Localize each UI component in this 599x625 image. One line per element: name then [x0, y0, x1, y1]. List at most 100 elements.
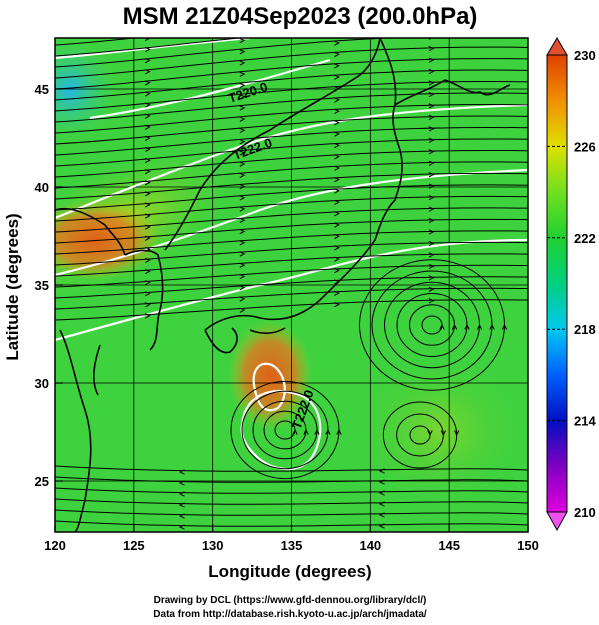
colorbar-tick-label: 218 [574, 322, 596, 337]
streamline-arrow [428, 240, 435, 247]
streamline-arrow [428, 57, 435, 63]
streamline-arrow [501, 323, 508, 330]
streamline-arrow [336, 428, 342, 435]
y-axis-ticks: 25 30 35 40 45 [35, 82, 63, 489]
mainland-coast-north [164, 38, 381, 251]
streamline-arrow [428, 194, 435, 201]
streamline-arrow [439, 323, 445, 330]
streamline-arrow [476, 323, 483, 330]
streamline-arrow [378, 501, 385, 507]
streamline-arrow [292, 428, 298, 435]
streamline-arrow [428, 252, 435, 258]
streamline-arrow [334, 267, 340, 274]
streamline [55, 172, 528, 200]
streamline-arrow [178, 513, 185, 519]
streamline-arrow [239, 273, 246, 280]
streamline [55, 241, 528, 266]
streamline-arrow [239, 195, 246, 201]
streamline-arrow [489, 323, 495, 330]
streamline [55, 58, 528, 90]
streamline-arrow [144, 146, 151, 153]
streamline [55, 264, 528, 288]
streamline [55, 230, 528, 255]
streamline-arrow [464, 323, 470, 330]
streamline-arrow [428, 114, 435, 121]
streamline-arrow [144, 180, 151, 186]
streamline-arrow [334, 245, 340, 251]
streamline-arrow [451, 323, 458, 330]
streamline-arrow [303, 428, 309, 435]
streamline-arrow [428, 229, 435, 235]
streamline [55, 38, 244, 57]
warm-core-west [55, 200, 160, 280]
streamline-arrow [144, 124, 151, 130]
streamline-arrow [428, 149, 435, 155]
contour-line [89, 58, 331, 120]
streamline-arrow [144, 102, 151, 108]
streamline-arrow [334, 74, 340, 80]
x-tick-label: 130 [202, 538, 224, 553]
streamline-arrow [428, 286, 435, 292]
streamline-arrow [378, 468, 385, 474]
streamline-arrow [334, 131, 340, 137]
streamline [55, 69, 528, 101]
streamline [55, 498, 528, 505]
y-axis-label: Latitude (degrees) [3, 213, 22, 360]
streamline [55, 161, 528, 189]
streamline-arrow [334, 188, 340, 194]
streamline-arrow [334, 108, 340, 115]
colorbar-tick-label: 226 [574, 139, 596, 154]
streamline [55, 465, 528, 472]
streamline [55, 218, 528, 244]
streamline-arrow [334, 97, 340, 103]
streamline-arrow [428, 160, 435, 166]
coastlines [55, 38, 511, 532]
streamline-arrow [239, 82, 246, 89]
streamline [55, 299, 528, 321]
streamline-arrow [378, 490, 385, 496]
colorbar-ticks: 210 214 218 222 226 230 [547, 48, 596, 520]
hokkaido-coast [394, 79, 511, 106]
streamline-arrow [144, 291, 151, 297]
streamline-arrow [428, 68, 435, 75]
streamline-arrow [378, 512, 385, 518]
streamline-arrow [144, 69, 151, 75]
x-tick-label: 135 [281, 538, 303, 553]
streamline [55, 149, 528, 178]
streamline-arrow [239, 49, 246, 55]
streamline-arrow [239, 251, 246, 257]
cool-patch-north [55, 40, 115, 140]
streamline [55, 104, 528, 134]
colorbar: 210 214 218 222 226 230 [546, 37, 596, 532]
streamline [55, 38, 139, 46]
streamline-arrow [178, 491, 185, 497]
streamline-arrow [334, 233, 340, 240]
streamline-arrow [239, 38, 246, 44]
streamline-arrow [178, 469, 185, 475]
streamline [55, 276, 528, 299]
streamline-arrow [144, 168, 151, 175]
streamline-arrow [144, 313, 151, 319]
streamline-arrow [239, 184, 246, 190]
x-tick-label: 125 [123, 538, 145, 553]
streamline-arrow [239, 307, 246, 313]
streamline-arrow [334, 176, 340, 183]
streamline-arrow [378, 523, 385, 529]
streamline-arrow [144, 91, 151, 97]
colorbar-top-arrow [546, 37, 568, 56]
streamline [55, 138, 528, 167]
streamline-arrow [334, 63, 340, 69]
streamline-arrow [239, 71, 246, 77]
streamline-arrow [428, 137, 435, 143]
streamline [55, 38, 397, 68]
streamline-arrow [334, 211, 340, 217]
streamline-arrow [144, 235, 151, 241]
y-tick-label: 30 [35, 376, 49, 391]
streamline [55, 487, 528, 494]
streamline-arrow [144, 157, 151, 164]
streamline-arrow [334, 30, 339, 34]
streamline [55, 81, 528, 112]
streamline [55, 520, 528, 527]
x-tick-label: 140 [359, 538, 381, 553]
